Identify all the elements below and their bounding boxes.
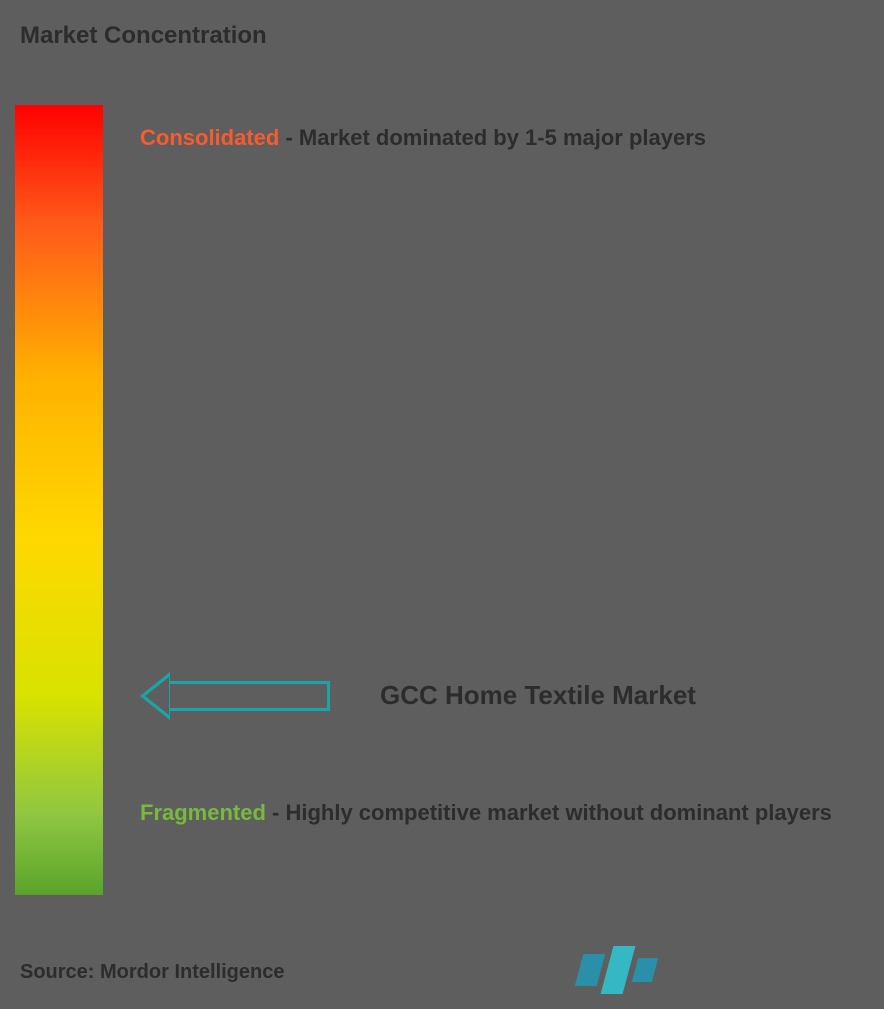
source-attribution: Source: Mordor Intelligence	[20, 961, 284, 984]
market-position-indicator: GCC Home Textile Market	[140, 680, 696, 711]
consolidated-keyword: Consolidated	[140, 125, 279, 150]
mordor-intelligence-logo	[579, 946, 659, 994]
consolidated-description: - Market dominated by 1-5 major players	[279, 125, 706, 150]
market-name: GCC Home Textile Market	[380, 680, 696, 711]
consolidated-label: Consolidated - Market dominated by 1-5 m…	[140, 125, 706, 151]
arrow-left-icon	[140, 681, 330, 711]
fragmented-description: - Highly competitive market without domi…	[266, 800, 832, 825]
concentration-gradient-bar	[15, 105, 103, 895]
fragmented-label: Fragmented - Highly competitive market w…	[140, 800, 832, 826]
chart-title: Market Concentration	[20, 22, 267, 50]
fragmented-keyword: Fragmented	[140, 800, 266, 825]
